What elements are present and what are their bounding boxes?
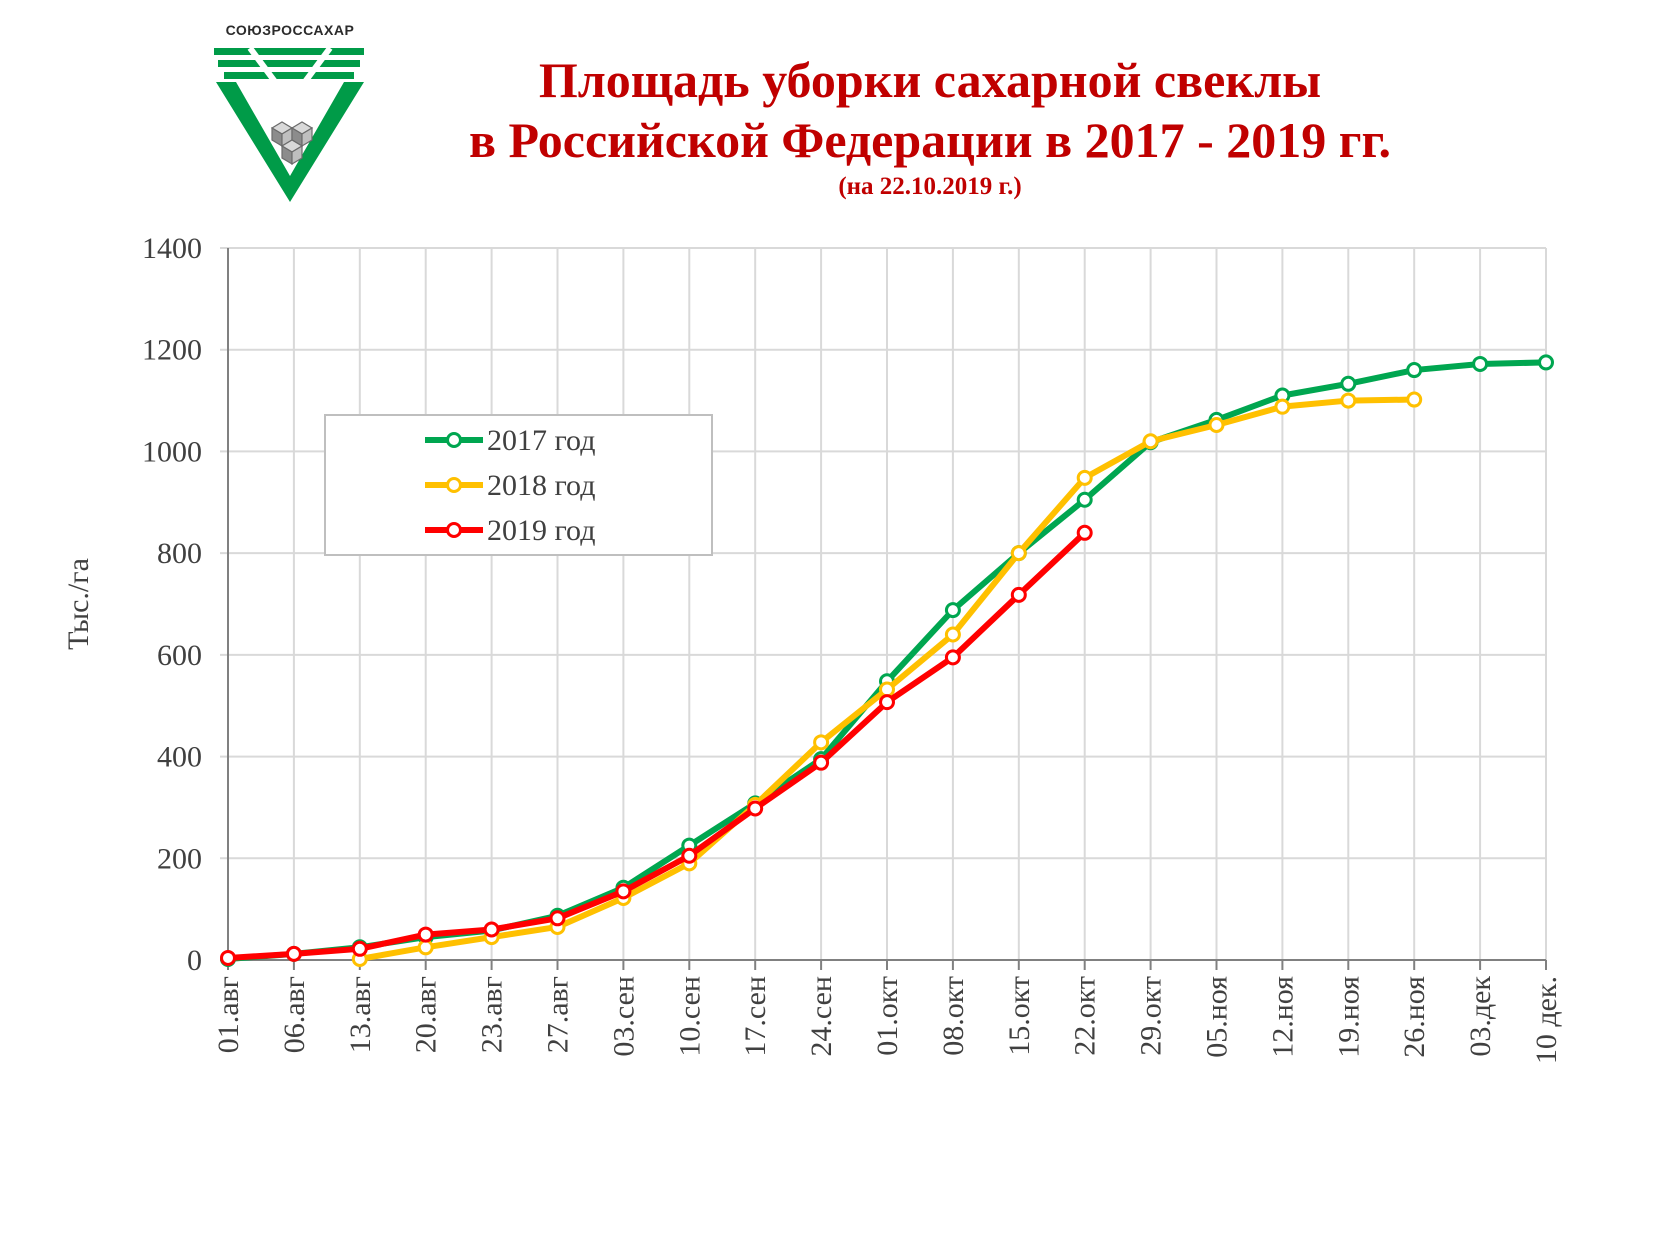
data-point bbox=[1538, 354, 1554, 371]
data-point bbox=[1010, 586, 1027, 603]
y-tick-label: 200 bbox=[157, 842, 202, 875]
x-tick-label: 10.сен bbox=[673, 976, 706, 1057]
legend-label: 2018 год bbox=[487, 469, 595, 502]
x-tick-label: 12.ноя bbox=[1266, 976, 1299, 1058]
series-line bbox=[227, 530, 1087, 961]
legend-swatch-marker bbox=[446, 477, 462, 493]
y-tick-label: 400 bbox=[157, 741, 202, 774]
y-tick-label: 1400 bbox=[142, 232, 202, 265]
data-point bbox=[351, 940, 368, 957]
legend-label: 2019 год bbox=[487, 514, 595, 547]
data-point bbox=[1076, 469, 1093, 486]
x-tick-label: 08.окт bbox=[937, 976, 970, 1056]
y-tick-label: 1000 bbox=[142, 435, 202, 468]
data-point bbox=[285, 945, 302, 962]
data-point bbox=[1208, 416, 1225, 433]
data-point bbox=[1010, 545, 1027, 562]
x-tick-label: 22.окт bbox=[1069, 976, 1102, 1056]
chart-legend: 2017 год 2018 год 2019 год bbox=[324, 414, 713, 556]
data-point bbox=[220, 949, 236, 966]
x-tick-label: 06.авг bbox=[278, 976, 311, 1053]
data-point bbox=[681, 847, 698, 864]
y-axis-label: Тыс./га bbox=[62, 558, 95, 650]
data-point bbox=[615, 883, 632, 900]
data-point bbox=[549, 910, 566, 927]
chart-subtitle: (на 22.10.2019 г.) bbox=[838, 173, 1022, 200]
y-tick-label: 0 bbox=[187, 944, 202, 977]
x-tick-label: 20.авг bbox=[410, 976, 443, 1053]
x-tick-label: 17.сен bbox=[739, 976, 772, 1057]
x-tick-label: 03.сен bbox=[607, 976, 640, 1057]
data-point bbox=[813, 754, 830, 771]
x-tick-label: 01.авг bbox=[212, 976, 245, 1053]
y-tick-label: 1200 bbox=[142, 334, 202, 367]
data-point bbox=[483, 921, 500, 938]
x-tick-label: 23.авг bbox=[476, 976, 509, 1053]
data-point bbox=[1406, 362, 1423, 379]
x-tick-label: 13.авг bbox=[344, 976, 377, 1053]
data-point bbox=[1472, 355, 1489, 372]
data-point bbox=[1274, 398, 1291, 415]
chart-axes: 0 200 400 600 800 1000 1200 1400 01.авг 06.авг 13.… bbox=[62, 232, 1563, 1064]
x-tick-label: 10 дек. bbox=[1530, 976, 1563, 1064]
soyuzrossakhar-logo: СОЮЗРОССАХАР bbox=[210, 22, 370, 212]
logo-text: СОЮЗРОССАХАР bbox=[225, 22, 355, 38]
chart-title-line2: в Российской Федерации в 2017 - 2019 гг. bbox=[468, 112, 1392, 168]
data-point bbox=[417, 926, 434, 943]
chart-grid bbox=[220, 247, 1547, 961]
chart-title-block: Площадь уборки сахарной свеклы в Российс… bbox=[380, 50, 1480, 204]
x-tick-label: 27.авг bbox=[542, 976, 575, 1053]
x-tick-label: 01.окт bbox=[871, 976, 904, 1056]
data-point bbox=[1406, 391, 1423, 408]
y-tick-label: 600 bbox=[157, 639, 202, 672]
chart-series bbox=[220, 354, 1554, 967]
data-point bbox=[417, 939, 434, 956]
data-point bbox=[1142, 433, 1159, 450]
legend-swatch-marker bbox=[446, 522, 462, 538]
legend-box bbox=[324, 414, 713, 556]
data-point bbox=[944, 602, 961, 619]
data-point bbox=[944, 649, 961, 666]
x-tick-label: 05.ноя bbox=[1201, 976, 1234, 1058]
logo-emblem-icon bbox=[214, 46, 364, 202]
data-point bbox=[747, 800, 764, 817]
data-point bbox=[1076, 524, 1093, 541]
data-point bbox=[1340, 375, 1357, 392]
x-tick-label: 29.окт bbox=[1135, 976, 1168, 1056]
x-tick-label: 15.окт bbox=[1003, 976, 1036, 1056]
chart-title-line1: Площадь уборки сахарной свеклы bbox=[538, 52, 1322, 108]
y-tick-label: 800 bbox=[157, 537, 202, 570]
x-tick-label: 26.ноя bbox=[1398, 976, 1431, 1058]
data-point bbox=[813, 734, 830, 751]
x-tick-label: 03.дек bbox=[1464, 976, 1497, 1057]
data-point bbox=[1076, 491, 1093, 508]
data-point bbox=[879, 694, 895, 711]
legend-label: 2017 год bbox=[487, 424, 595, 457]
series-3 bbox=[220, 524, 1093, 966]
x-tick-label: 19.ноя bbox=[1332, 976, 1365, 1058]
data-point bbox=[944, 626, 961, 643]
x-tick-label: 24.сен bbox=[805, 976, 838, 1057]
data-point bbox=[879, 681, 895, 698]
data-point bbox=[1340, 392, 1357, 409]
legend-swatch-marker bbox=[446, 432, 462, 448]
